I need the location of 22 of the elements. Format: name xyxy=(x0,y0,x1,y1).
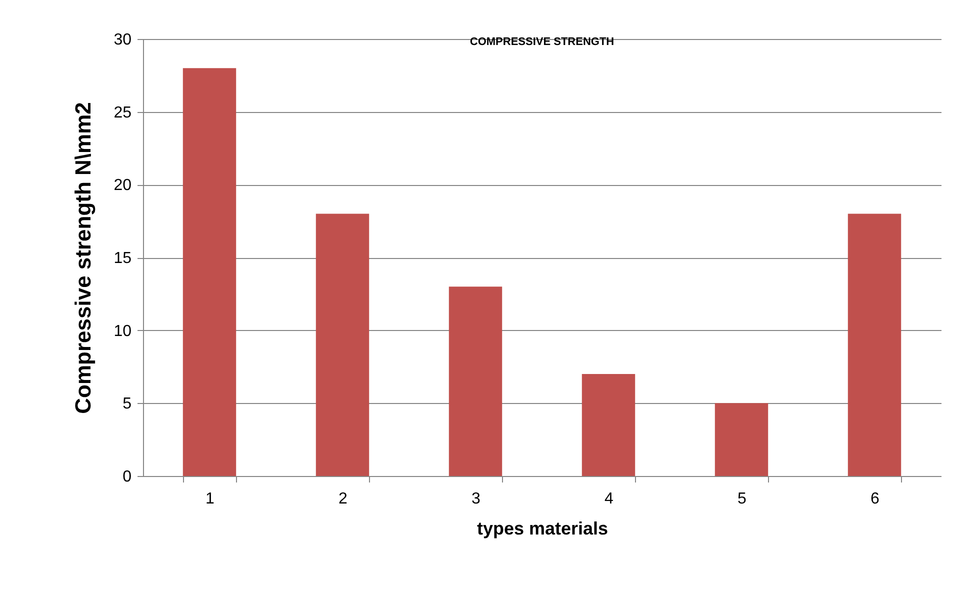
x-tick-label: 4 xyxy=(604,490,614,508)
bar xyxy=(182,68,236,476)
chart-title: COMPRESSIVE STRENGTH xyxy=(470,36,614,48)
y-tick-label: 0 xyxy=(122,468,132,486)
y-tick-label: 30 xyxy=(114,32,132,48)
x-tick-label: 3 xyxy=(472,490,481,508)
y-tick-label: 5 xyxy=(122,396,132,413)
bar xyxy=(582,374,636,476)
y-tick-label: 10 xyxy=(114,322,132,340)
bar xyxy=(448,286,502,476)
bar xyxy=(848,214,902,476)
y-tick-label: 15 xyxy=(114,250,132,267)
x-axis-title: types materials xyxy=(476,518,608,538)
y-tick-label: 25 xyxy=(114,104,132,122)
x-tick-label: 1 xyxy=(206,490,215,508)
x-tick-label: 6 xyxy=(870,490,880,508)
y-tick-label: 20 xyxy=(114,177,132,194)
bar xyxy=(714,403,768,476)
y-axis-title: Compressive strength N\mm2 xyxy=(70,102,96,414)
x-tick-label: 2 xyxy=(338,490,348,508)
bar xyxy=(316,214,370,476)
x-tick-label: 5 xyxy=(738,490,747,508)
